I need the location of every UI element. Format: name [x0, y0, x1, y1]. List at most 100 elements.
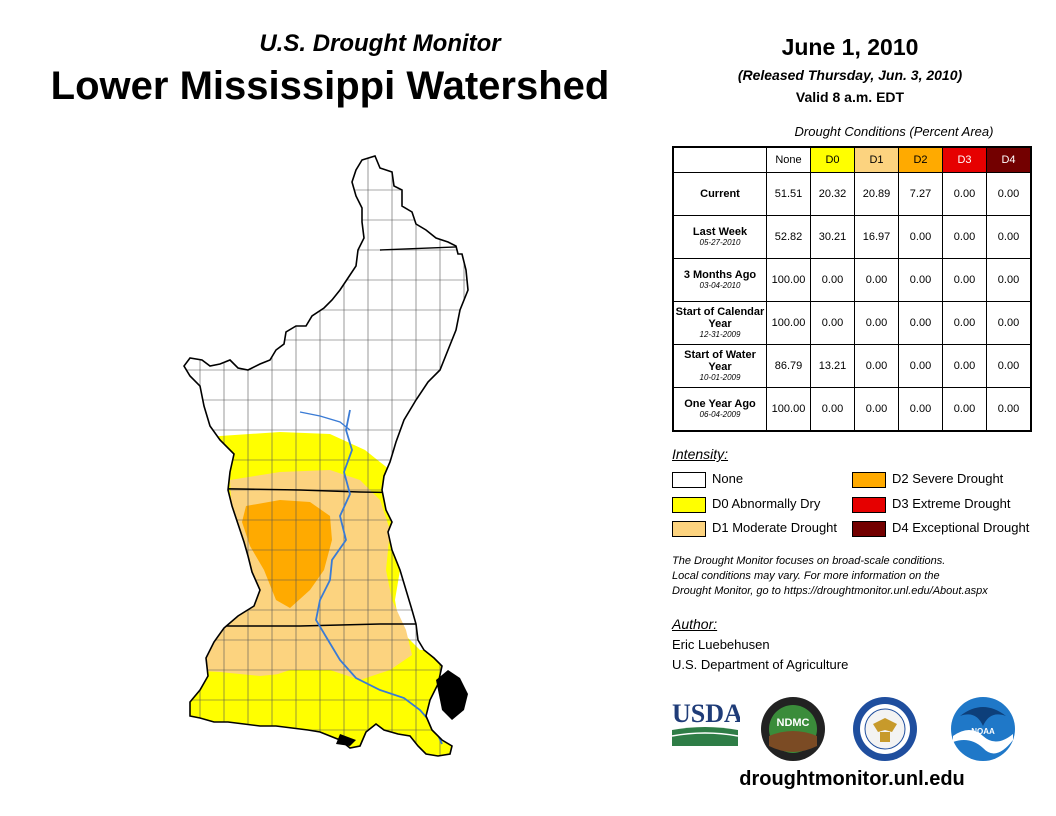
col-header-d2: D2 — [898, 146, 943, 173]
row-title: Current — [700, 188, 740, 200]
table-cell: 0.00 — [942, 301, 987, 345]
legend-label: D0 Abnormally Dry — [712, 496, 821, 511]
table-cell: 0.00 — [986, 172, 1032, 216]
row-title: Start of Water Year — [684, 349, 756, 373]
table-cell: 100.00 — [766, 387, 811, 432]
legend-label: D2 Severe Drought — [892, 471, 1004, 486]
disclaimer-note: The Drought Monitor focuses on broad-sca… — [672, 554, 1044, 599]
table-cell: 0.00 — [810, 387, 855, 432]
table-cell: 0.00 — [986, 344, 1032, 388]
table-cell: 30.21 — [810, 215, 855, 259]
table-cell: 0.00 — [854, 387, 899, 432]
table-cell: 0.00 — [942, 387, 987, 432]
table-row: Start of Water Year 10-01-2009 86.79 13.2… — [672, 344, 1032, 388]
map-date: June 1, 2010 — [781, 34, 919, 60]
table-cell: 20.32 — [810, 172, 855, 216]
legend-label: D3 Extreme Drought — [892, 496, 1011, 511]
note-line: Local conditions may vary. For more info… — [672, 570, 940, 582]
conditions-caption: Drought Conditions (Percent Area) — [794, 124, 994, 139]
drought-map — [183, 155, 469, 757]
legend-swatch — [672, 520, 706, 537]
table-cell: 0.00 — [810, 301, 855, 345]
table-cell: 0.00 — [854, 301, 899, 345]
table-cell: 20.89 — [854, 172, 899, 216]
release-date: (Released Thursday, Jun. 3, 2010) — [737, 67, 963, 83]
row-title: 3 Months Ago — [683, 269, 757, 281]
table-row: 3 Months Ago 03-04-2010 100.00 0.00 0.00 … — [672, 258, 1032, 302]
note-line: Drought Monitor, go to https://droughtmo… — [672, 585, 988, 597]
legend-swatch — [672, 471, 706, 488]
table-cell: 0.00 — [942, 172, 987, 216]
table-cell: 7.27 — [898, 172, 943, 216]
valid-time: Valid 8 a.m. EDT — [795, 89, 905, 105]
legend-swatch — [672, 496, 706, 513]
legend-item-d4: D4 Exceptional Drought — [852, 519, 1029, 537]
table-cell: 0.00 — [942, 258, 987, 302]
table-cell: 0.00 — [898, 387, 943, 432]
drought-conditions-table: None D0 D1 D2 D3 D4 Current 51.51 20.32 … — [672, 146, 1032, 432]
table-cell: 0.00 — [898, 344, 943, 388]
row-date: 12-31-2009 — [699, 330, 741, 339]
legend-label: None — [712, 471, 744, 486]
row-date: 03-04-2010 — [699, 281, 741, 290]
noaa-logo: NOAA — [951, 697, 1015, 761]
table-cell: 16.97 — [854, 215, 899, 259]
table-cell: 0.00 — [986, 387, 1032, 432]
table-row: Current 51.51 20.32 20.89 7.27 0.00 0.00 — [672, 172, 1032, 216]
legend-label: D1 Moderate Drought — [712, 520, 838, 535]
col-header-d1: D1 — [854, 146, 899, 173]
row-title: Last Week — [692, 226, 748, 238]
row-label: 3 Months Ago 03-04-2010 — [672, 258, 767, 302]
legend-item-d0: D0 Abnormally Dry — [672, 495, 820, 513]
table-cell: 0.00 — [942, 215, 987, 259]
author-heading: Author: — [672, 616, 718, 632]
usda-logo: USDA — [671, 699, 740, 746]
col-header-none: None — [766, 146, 811, 173]
legend-swatch — [852, 471, 886, 488]
table-cell: 0.00 — [986, 258, 1032, 302]
legend-item-d1: D1 Moderate Drought — [672, 519, 837, 537]
table-cell: 0.00 — [942, 344, 987, 388]
usda-logo-text: USDA — [672, 699, 740, 728]
row-title: One Year Ago — [684, 398, 756, 410]
legend-swatch — [852, 496, 886, 513]
table-cell: 0.00 — [810, 258, 855, 302]
legend-item-none: None — [672, 470, 743, 488]
col-header-d3: D3 — [942, 146, 987, 173]
legend-item-d2: D2 Severe Drought — [852, 470, 1003, 488]
table-cell: 0.00 — [986, 301, 1032, 345]
row-date: 10-01-2009 — [699, 373, 741, 382]
footer-url[interactable]: droughtmonitor.unl.edu — [739, 768, 965, 790]
table-row: Last Week 05-27-2010 52.82 30.21 16.97 0.… — [672, 215, 1032, 259]
row-date: 06-04-2009 — [699, 410, 741, 419]
legend-swatch — [852, 520, 886, 537]
legend-item-d3: D3 Extreme Drought — [852, 495, 1011, 513]
eagle-seal-icon — [853, 697, 917, 761]
table-cell: 0.00 — [854, 344, 899, 388]
table-cell: 0.00 — [898, 258, 943, 302]
table-cell: 0.00 — [898, 215, 943, 259]
map-title: Lower Mississippi Watershed — [50, 64, 610, 108]
row-date: 05-27-2010 — [699, 238, 741, 247]
row-label: One Year Ago 06-04-2009 — [672, 387, 767, 432]
table-cell: 100.00 — [766, 258, 811, 302]
ndmc-logo: NDMC — [761, 697, 825, 761]
table-corner — [673, 147, 767, 173]
legend-title: Intensity: — [672, 446, 729, 462]
legend-label: D4 Exceptional Drought — [892, 520, 1030, 535]
table-cell: 0.00 — [898, 301, 943, 345]
table-row: One Year Ago 06-04-2009 100.00 0.00 0.00 … — [672, 387, 1032, 432]
table-row: Start of Calendar Year 12-31-2009 100.00 … — [672, 301, 1032, 345]
row-label: Last Week 05-27-2010 — [672, 215, 767, 259]
author-name: Eric Luebehusen — [672, 637, 770, 652]
table-cell: 0.00 — [854, 258, 899, 302]
author-organization: U.S. Department of Agriculture — [672, 657, 849, 672]
table-cell: 51.51 — [766, 172, 811, 216]
map-subtitle: U.S. Drought Monitor — [259, 30, 501, 57]
table-cell: 100.00 — [766, 301, 811, 345]
col-header-d0: D0 — [810, 146, 855, 173]
note-line: The Drought Monitor focuses on broad-sca… — [672, 555, 946, 567]
col-header-d4: D4 — [986, 146, 1032, 173]
table-cell: 86.79 — [766, 344, 811, 388]
noaa-logo-text: NOAA — [971, 727, 995, 736]
